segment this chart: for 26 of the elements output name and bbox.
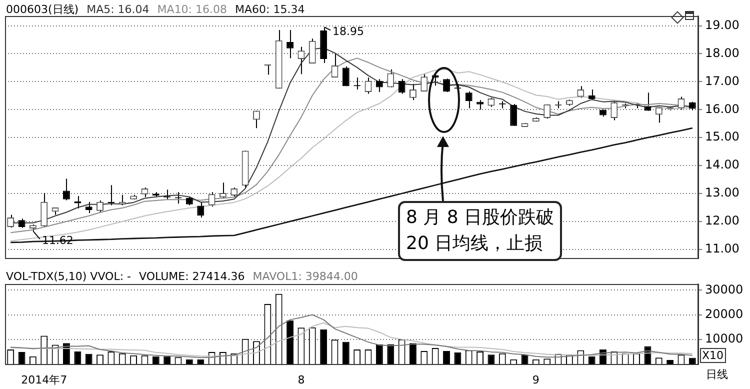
y-tick-label: 19.00 <box>705 18 740 32</box>
y-tick-label: 10000 <box>705 332 744 346</box>
text: 日线 <box>706 367 728 382</box>
y-tick-label: 20000 <box>705 306 744 321</box>
y-tick-label: 17.00 <box>705 74 740 88</box>
y-tick-label: 11.00 <box>705 242 740 256</box>
x-tick-label: 8 <box>298 373 305 386</box>
chart-title: 000603(日线) <box>6 3 79 16</box>
y-tick-label: 14.00 <box>705 158 740 172</box>
x-tick-label: 2014年7 <box>21 373 68 386</box>
y-tick-label: 12.00 <box>705 214 740 228</box>
annotation: 18.95 <box>332 25 364 38</box>
text: MA10: 16.08 <box>157 3 228 16</box>
y-tick-label: 15.00 <box>705 130 740 144</box>
y-tick-label: 16.00 <box>705 102 740 116</box>
y-tick-label: 18.00 <box>705 46 740 60</box>
text: MA60: 15.34 <box>235 3 305 16</box>
y-tick-label: 30000 <box>705 282 744 296</box>
x-tick-label: 9 <box>532 373 540 386</box>
annotation: 8 月 8 日股价跌破 20 日均线，止损 <box>406 206 554 256</box>
text: X10 <box>700 348 726 363</box>
y-tick-label: 13.00 <box>705 186 740 200</box>
chart-title: VOL-TDX(5,10) VVOL: - <box>6 270 131 283</box>
text: MA5: 16.04 <box>86 3 150 16</box>
text: MAVOL1: 39844.00 <box>252 270 358 283</box>
text: VOLUME: 27414.36 <box>139 270 245 283</box>
